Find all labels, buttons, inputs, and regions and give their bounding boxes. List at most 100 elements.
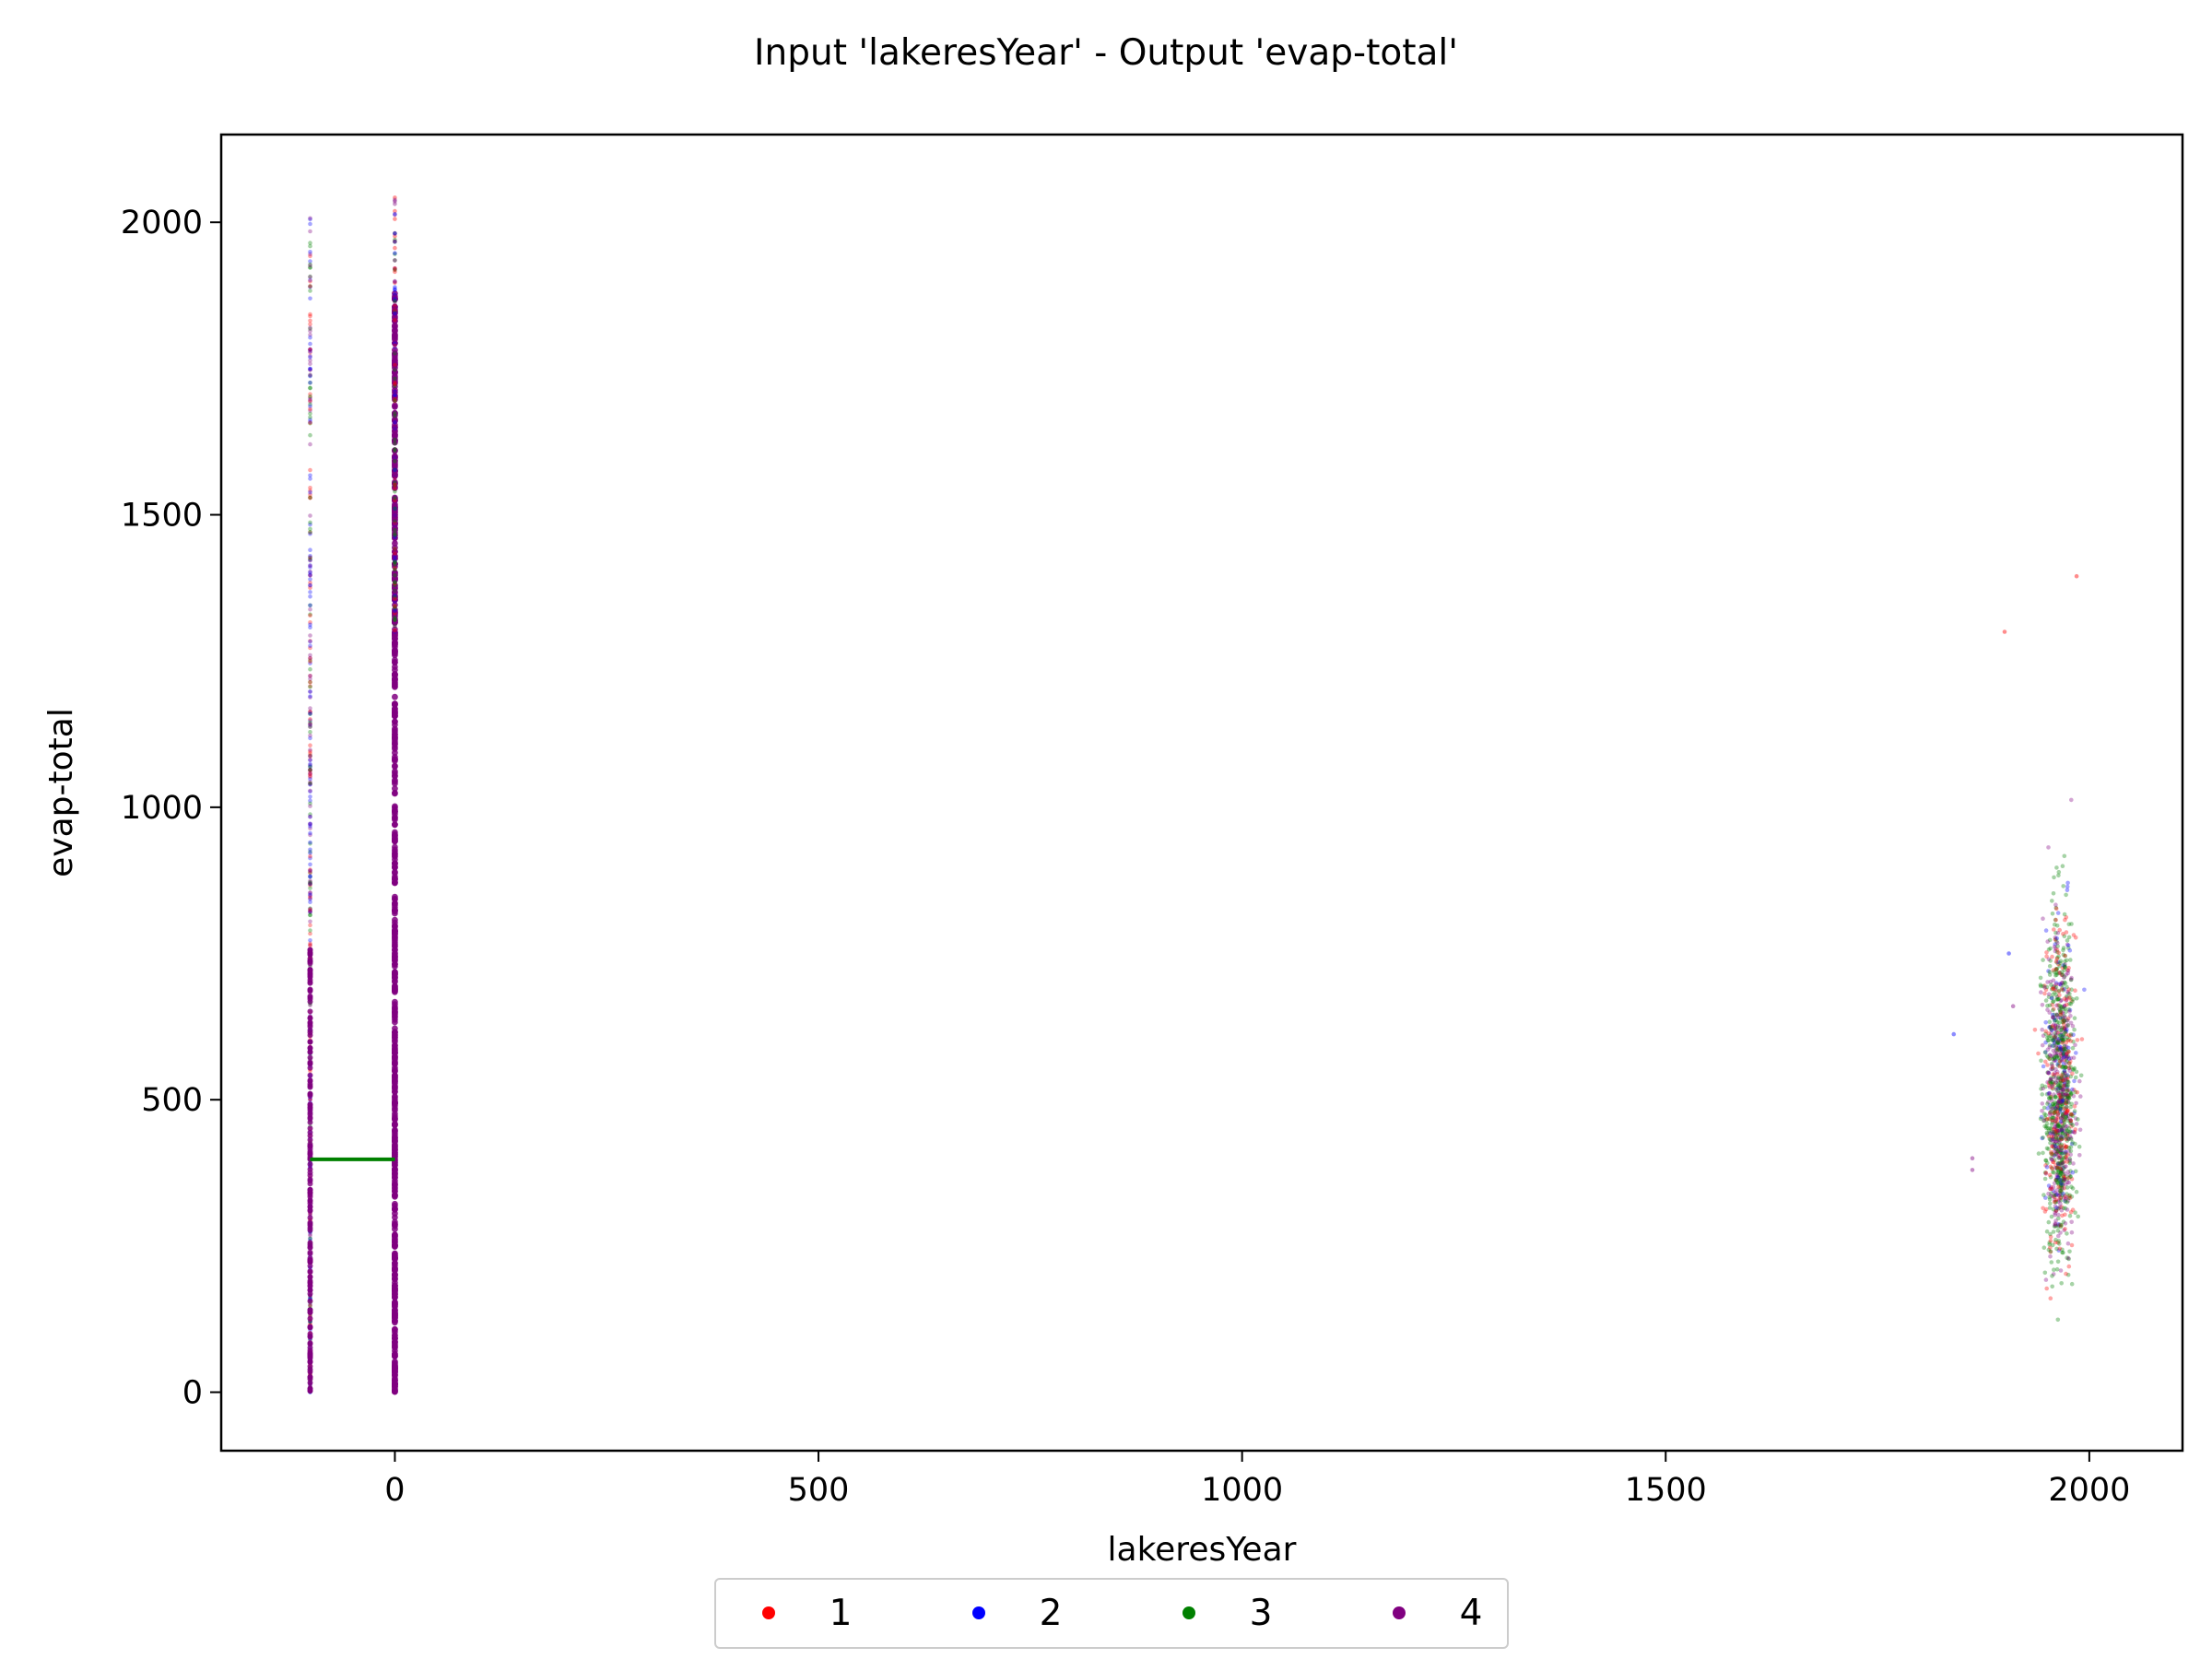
data-point bbox=[2055, 1003, 2061, 1007]
data-point bbox=[2055, 1047, 2061, 1053]
data-point bbox=[2055, 1172, 2061, 1178]
data-point bbox=[308, 402, 312, 407]
data-point bbox=[2060, 981, 2065, 985]
data-point bbox=[2063, 1065, 2067, 1070]
data-point bbox=[2044, 1229, 2050, 1234]
data-point bbox=[2063, 1149, 2068, 1154]
data-point bbox=[308, 341, 312, 347]
data-point bbox=[2048, 1095, 2053, 1100]
legend-marker-4 bbox=[1393, 1606, 1406, 1619]
data-point bbox=[2067, 1156, 2072, 1161]
data-point bbox=[2055, 1053, 2060, 1058]
data-point bbox=[2048, 1025, 2053, 1030]
data-point bbox=[2054, 1013, 2060, 1018]
data-point bbox=[307, 1227, 313, 1233]
data-point bbox=[2065, 968, 2070, 972]
data-point bbox=[2053, 1035, 2058, 1040]
data-point bbox=[2065, 1018, 2070, 1023]
data-point bbox=[2053, 1037, 2058, 1042]
data-point bbox=[392, 473, 398, 479]
data-point bbox=[2053, 1053, 2059, 1057]
data-point bbox=[2065, 1097, 2069, 1101]
data-point bbox=[2036, 1151, 2041, 1156]
data-point bbox=[2050, 1242, 2055, 1248]
data-point bbox=[2047, 1025, 2052, 1030]
data-point bbox=[308, 830, 312, 836]
x-axis-label: lakeresYear bbox=[1108, 1531, 1297, 1569]
data-point bbox=[2062, 1093, 2066, 1098]
data-point bbox=[308, 718, 312, 723]
data-point bbox=[308, 910, 312, 914]
data-point bbox=[392, 350, 398, 357]
data-point bbox=[2040, 1042, 2045, 1048]
data-point bbox=[393, 341, 397, 347]
data-point bbox=[392, 1313, 398, 1321]
data-point bbox=[308, 513, 312, 518]
data-point bbox=[2058, 1091, 2063, 1096]
data-point bbox=[2068, 1117, 2073, 1122]
data-point bbox=[308, 870, 312, 876]
data-point bbox=[308, 849, 312, 854]
data-point bbox=[392, 641, 398, 648]
data-point bbox=[2063, 1199, 2068, 1204]
data-point bbox=[2069, 1122, 2074, 1126]
data-point bbox=[2060, 1159, 2065, 1165]
data-point bbox=[308, 419, 312, 425]
data-point bbox=[2053, 1094, 2058, 1099]
data-point bbox=[2059, 1222, 2065, 1228]
data-point bbox=[2054, 1142, 2060, 1147]
data-point bbox=[2059, 1075, 2065, 1079]
data-point bbox=[308, 275, 312, 279]
data-point bbox=[2069, 1091, 2074, 1096]
data-point bbox=[2062, 1013, 2067, 1018]
data-point bbox=[2062, 975, 2066, 980]
data-point bbox=[2057, 971, 2063, 975]
data-point bbox=[2054, 1019, 2060, 1025]
data-point bbox=[308, 530, 312, 535]
data-point bbox=[2058, 982, 2064, 987]
data-point bbox=[308, 880, 312, 885]
data-point bbox=[2058, 1192, 2063, 1196]
data-point bbox=[308, 557, 312, 562]
data-point bbox=[2071, 1039, 2076, 1044]
data-point bbox=[2047, 1056, 2053, 1062]
data-point bbox=[393, 239, 397, 244]
data-point bbox=[2057, 1047, 2062, 1052]
data-point bbox=[2061, 1179, 2065, 1183]
data-point bbox=[2056, 1145, 2062, 1150]
data-point bbox=[2066, 1172, 2072, 1177]
data-point bbox=[2065, 1085, 2069, 1089]
data-point bbox=[2053, 1223, 2057, 1228]
data-point bbox=[308, 912, 312, 917]
data-point bbox=[2062, 1177, 2066, 1182]
data-point bbox=[307, 994, 313, 1000]
data-point bbox=[308, 243, 312, 249]
data-point bbox=[2065, 1083, 2071, 1088]
data-point bbox=[2066, 1037, 2072, 1041]
data-point bbox=[2053, 902, 2058, 907]
data-point bbox=[2054, 1003, 2059, 1008]
x-tick-label: 0 bbox=[384, 1472, 405, 1509]
data-point bbox=[308, 625, 312, 629]
data-point bbox=[2057, 1020, 2062, 1025]
data-point bbox=[2053, 993, 2059, 997]
data-point bbox=[307, 1187, 313, 1194]
data-point bbox=[2064, 1155, 2068, 1160]
data-point bbox=[2059, 1150, 2064, 1156]
data-point bbox=[2065, 1087, 2070, 1092]
data-point bbox=[2058, 1086, 2064, 1091]
data-point bbox=[308, 754, 312, 759]
data-point bbox=[2057, 964, 2062, 969]
data-point bbox=[2057, 1006, 2062, 1011]
data-point bbox=[2060, 1250, 2065, 1255]
data-point bbox=[2059, 1208, 2065, 1213]
data-point bbox=[2068, 977, 2074, 982]
data-point bbox=[2045, 1132, 2050, 1137]
data-point bbox=[308, 781, 312, 786]
data-point bbox=[308, 296, 312, 301]
data-point bbox=[2047, 1096, 2052, 1100]
data-point bbox=[2070, 1207, 2076, 1212]
data-point bbox=[2046, 1080, 2052, 1086]
data-point bbox=[2060, 1076, 2065, 1081]
data-point bbox=[308, 565, 312, 570]
